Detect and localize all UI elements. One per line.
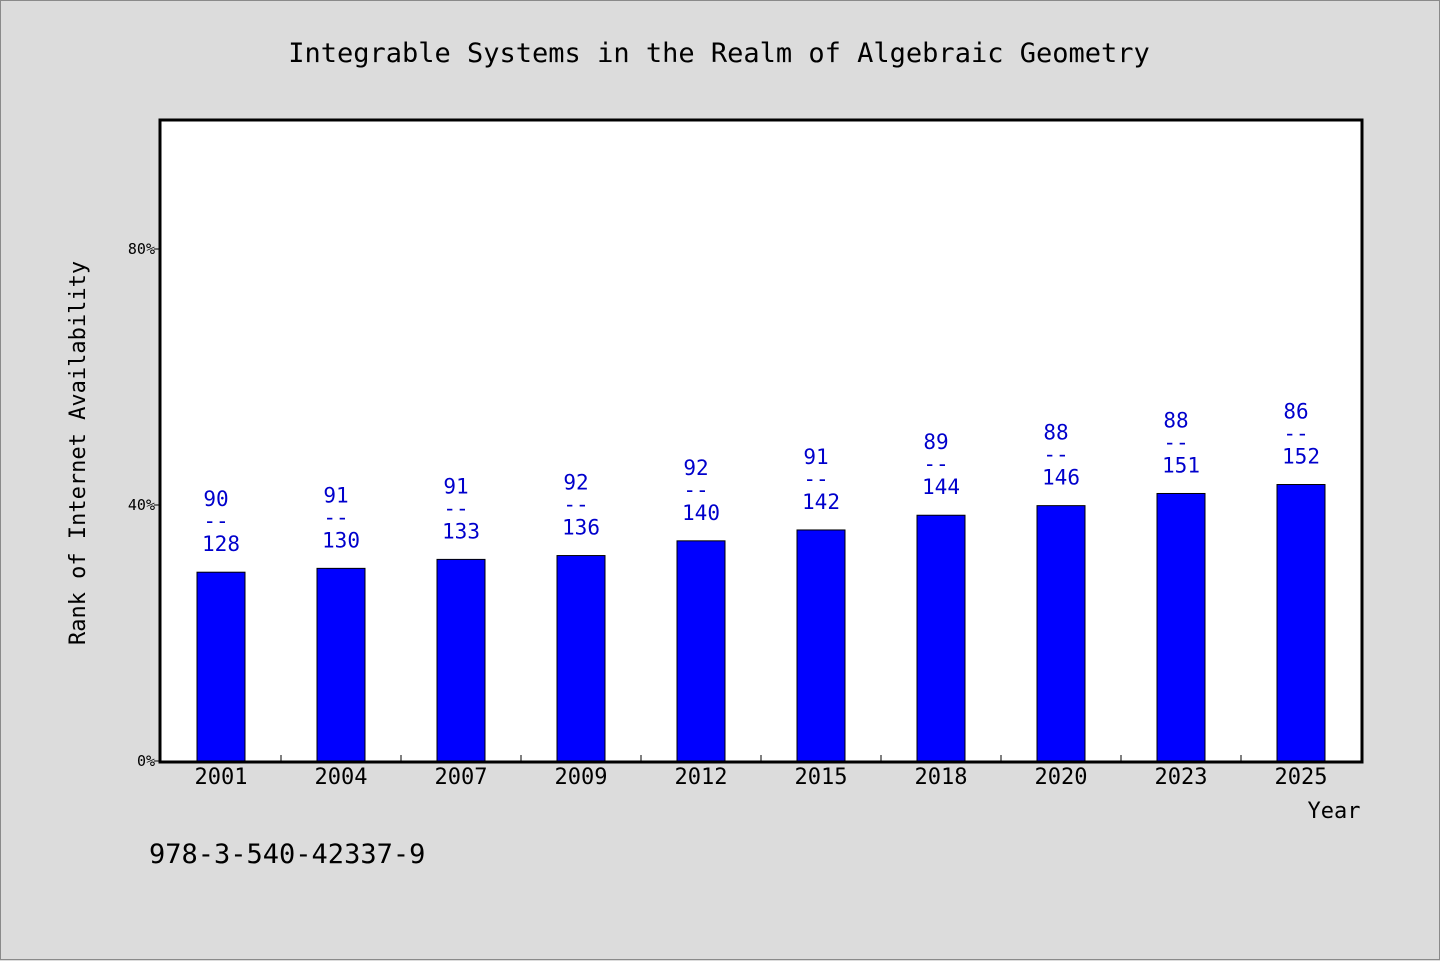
x-axis-label: Year: [1308, 799, 1361, 824]
y-axis-label: Rank of Internet Availability: [66, 261, 91, 645]
chart-title: Integrable Systems in the Realm of Algeb…: [288, 38, 1150, 69]
bar-2001: [196, 571, 246, 762]
data-label-divider: --: [1043, 443, 1068, 467]
x-tick-label: 2018: [915, 765, 968, 790]
data-label-numerator: 92: [683, 456, 708, 480]
data-label-denominator: 146: [1042, 466, 1080, 490]
data-label-numerator: 86: [1283, 400, 1308, 424]
x-tick-label: 2001: [195, 765, 248, 790]
data-label-denominator: 130: [322, 528, 360, 552]
x-tick-label: 2007: [435, 765, 488, 790]
bars-group: [196, 484, 1326, 762]
data-label-divider: --: [1283, 422, 1308, 446]
bar-2015: [796, 529, 846, 762]
data-label-denominator: 151: [1162, 453, 1200, 477]
data-label-denominator: 136: [562, 516, 600, 540]
data-label-numerator: 91: [323, 483, 348, 507]
bar-2012: [676, 540, 726, 762]
bar-2025: [1276, 484, 1326, 762]
x-tick-label: 2020: [1035, 765, 1088, 790]
data-label-denominator: 152: [1282, 445, 1320, 469]
data-label-denominator: 144: [922, 475, 960, 499]
isbn-code: 978-3-540-42337-9: [149, 839, 425, 870]
data-label-divider: --: [443, 496, 468, 520]
data-label-denominator: 133: [442, 519, 480, 543]
data-label-numerator: 91: [443, 474, 468, 498]
data-labels-group: 90--12891--13091--13392--13692--14091--1…: [202, 400, 1320, 557]
data-label-divider: --: [563, 493, 588, 517]
bar-2020: [1036, 505, 1086, 762]
data-label-numerator: 88: [1163, 408, 1188, 432]
x-axis: 2001 2004 2007 2009 2012 2015 2018 2020 2023 2025: [195, 755, 1328, 790]
data-label-numerator: 90: [203, 487, 228, 511]
data-label-numerator: 91: [803, 445, 828, 469]
data-label-divider: --: [203, 509, 228, 533]
data-label-divider: --: [323, 505, 348, 529]
y-tick-label: 40%: [128, 496, 155, 514]
y-tick-label: 0%: [137, 752, 155, 770]
x-tick-label: 2009: [555, 765, 608, 790]
x-tick-label: 2023: [1155, 765, 1208, 790]
bar-2007: [436, 558, 486, 762]
data-label-denominator: 142: [802, 490, 840, 514]
bar-2023: [1156, 492, 1206, 762]
data-label-divider: --: [803, 467, 828, 491]
bar-2018: [916, 514, 966, 762]
x-tick-label: 2015: [795, 765, 848, 790]
data-label-divider: --: [683, 478, 708, 502]
y-axis: 0% 40% 80%: [128, 240, 161, 770]
data-label-divider: --: [1163, 430, 1188, 454]
data-label-denominator: 140: [682, 501, 720, 525]
y-tick-label: 80%: [128, 240, 155, 258]
x-tick-label: 2012: [675, 765, 728, 790]
data-label-numerator: 89: [923, 430, 948, 454]
bar-2004: [316, 567, 366, 762]
data-label-numerator: 88: [1043, 421, 1068, 445]
bar-2009: [556, 555, 606, 762]
x-tick-label: 2025: [1275, 765, 1328, 790]
data-label-numerator: 92: [563, 471, 588, 495]
data-label-denominator: 128: [202, 532, 240, 556]
x-tick-label: 2004: [315, 765, 368, 790]
data-label-divider: --: [923, 452, 948, 476]
